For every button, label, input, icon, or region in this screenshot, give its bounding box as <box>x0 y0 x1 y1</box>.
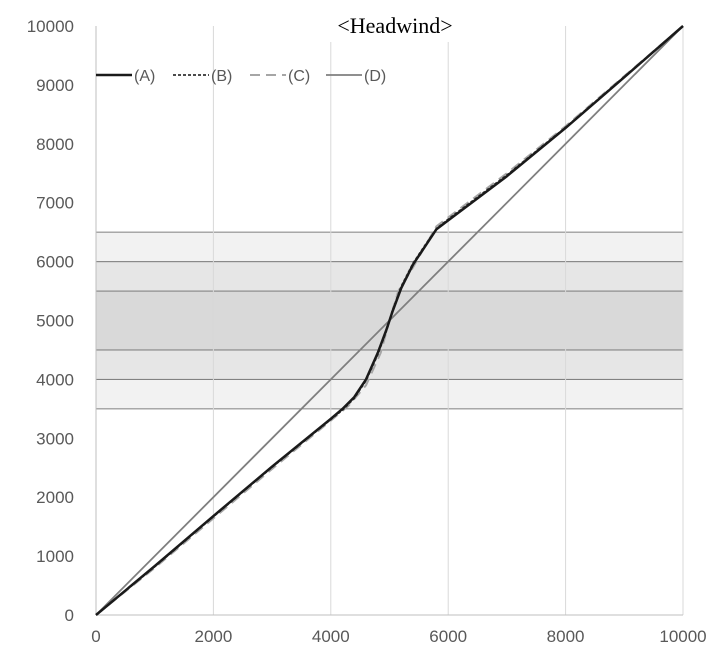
series-group <box>95 25 684 616</box>
band-1 <box>95 378 684 410</box>
chart-title: <Headwind> <box>337 13 452 38</box>
y-tick-label: 10000 <box>27 17 74 36</box>
title-background <box>300 10 490 42</box>
y-tick-label: 9000 <box>36 76 74 95</box>
y-tick-label: 7000 <box>36 194 74 213</box>
band-5 <box>95 231 684 263</box>
y-tick-label: 8000 <box>36 135 74 154</box>
axis-group: 0 1000 2000 3000 4000 5000 6000 7000 8000 9000 100… <box>27 17 707 646</box>
y-tick-label: 5000 <box>36 312 74 331</box>
legend-label: (D) <box>364 68 386 85</box>
series-line-a <box>95 25 684 616</box>
x-tick-label: 8000 <box>547 627 585 646</box>
x-tick-label: 10000 <box>659 627 706 646</box>
y-tick-label: 2000 <box>36 488 74 507</box>
band-4 <box>95 261 684 292</box>
x-tick-label: 2000 <box>194 627 232 646</box>
y-tick-label: 6000 <box>36 253 74 272</box>
x-tick-label: 0 <box>91 627 100 646</box>
legend-label: (A) <box>134 68 155 85</box>
x-tick-label: 4000 <box>312 627 350 646</box>
gridline-group <box>212 26 684 615</box>
x-tick-label: 6000 <box>429 627 467 646</box>
y-tick-label: 0 <box>65 606 74 625</box>
y-tick-label: 4000 <box>36 370 74 389</box>
legend-label: (B) <box>211 68 232 85</box>
legend-label: (C) <box>288 68 310 85</box>
band-2 <box>95 349 684 380</box>
y-tick-label: 1000 <box>36 547 74 566</box>
legend: (A) (B) (C) (D) <box>96 68 386 85</box>
y-tick-label: 3000 <box>36 429 74 448</box>
